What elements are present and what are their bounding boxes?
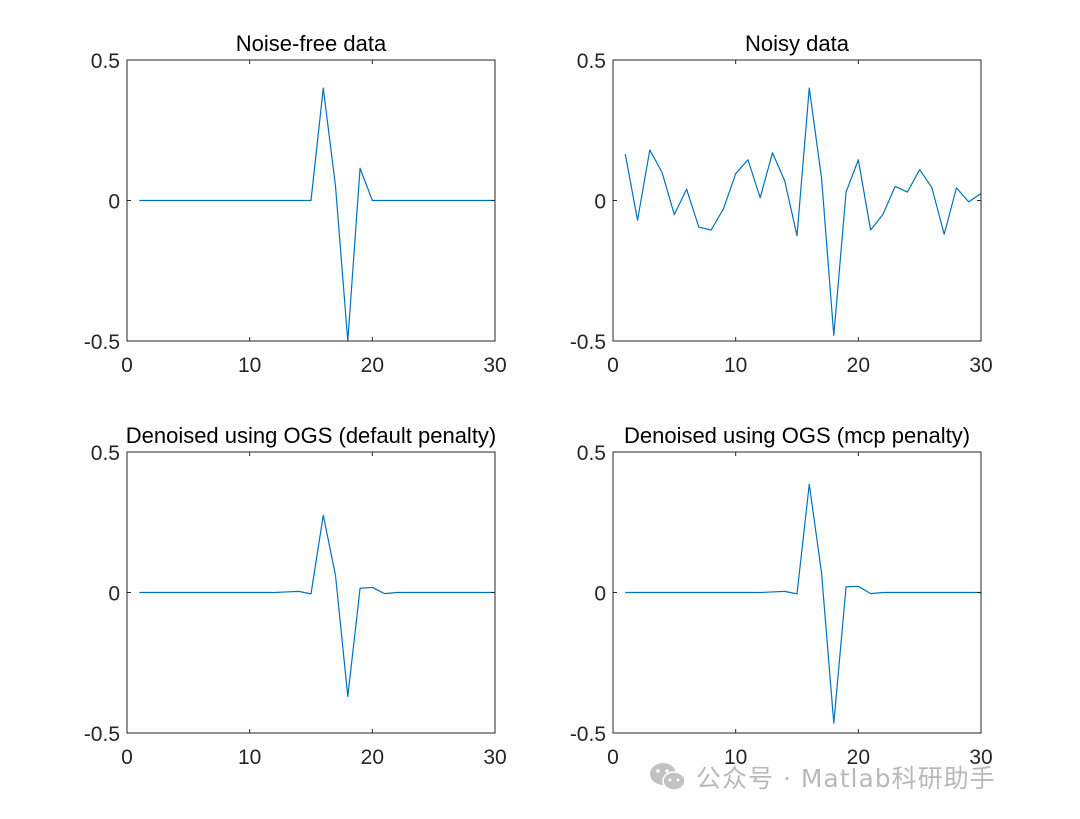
x-tick-label: 0 xyxy=(121,746,133,769)
x-tick-label: 30 xyxy=(969,746,992,769)
x-tick-label: 20 xyxy=(361,354,384,377)
x-tick-label: 10 xyxy=(238,746,261,769)
y-tick-label: 0 xyxy=(594,191,606,214)
watermark-text: 公众号 · Matlab科研助手 xyxy=(696,764,996,793)
chart-title: Noisy data xyxy=(745,31,850,56)
series-line xyxy=(624,87,982,336)
chart-title: Noise-free data xyxy=(236,31,387,56)
x-tick-label: 10 xyxy=(724,746,747,769)
x-tick-label: 30 xyxy=(483,746,506,769)
x-tick-label: 20 xyxy=(847,354,870,377)
chart-title: Denoised using OGS (mcp penalty) xyxy=(624,423,970,448)
x-tick-label: 0 xyxy=(607,746,619,769)
watermark: 公众号 · Matlab科研助手 xyxy=(648,757,996,797)
wechat-icon xyxy=(650,763,686,791)
y-tick-label: -0.5 xyxy=(84,331,120,354)
chart-title: Denoised using OGS (default penalty) xyxy=(126,423,497,448)
y-tick-label: -0.5 xyxy=(570,331,606,354)
series-line xyxy=(139,514,495,698)
series-line xyxy=(625,483,981,724)
y-tick-label: -0.5 xyxy=(84,723,120,746)
y-tick-label: 0 xyxy=(108,191,120,214)
axes-box xyxy=(612,59,982,342)
x-tick-label: 20 xyxy=(361,746,384,769)
y-tick-label: 0.5 xyxy=(577,442,606,465)
y-tick-label: 0 xyxy=(108,583,120,606)
y-tick-label: 0.5 xyxy=(91,50,120,73)
x-tick-label: 10 xyxy=(724,354,747,377)
x-tick-label: 20 xyxy=(847,746,870,769)
x-tick-label: 0 xyxy=(121,354,133,377)
y-tick-label: 0.5 xyxy=(577,50,606,73)
series-line xyxy=(139,87,495,342)
x-tick-label: 30 xyxy=(483,354,506,377)
y-tick-label: 0 xyxy=(594,583,606,606)
y-tick-label: -0.5 xyxy=(570,723,606,746)
y-tick-label: 0.5 xyxy=(91,442,120,465)
x-tick-label: 0 xyxy=(607,354,619,377)
x-tick-label: 30 xyxy=(969,354,992,377)
x-tick-label: 10 xyxy=(238,354,261,377)
